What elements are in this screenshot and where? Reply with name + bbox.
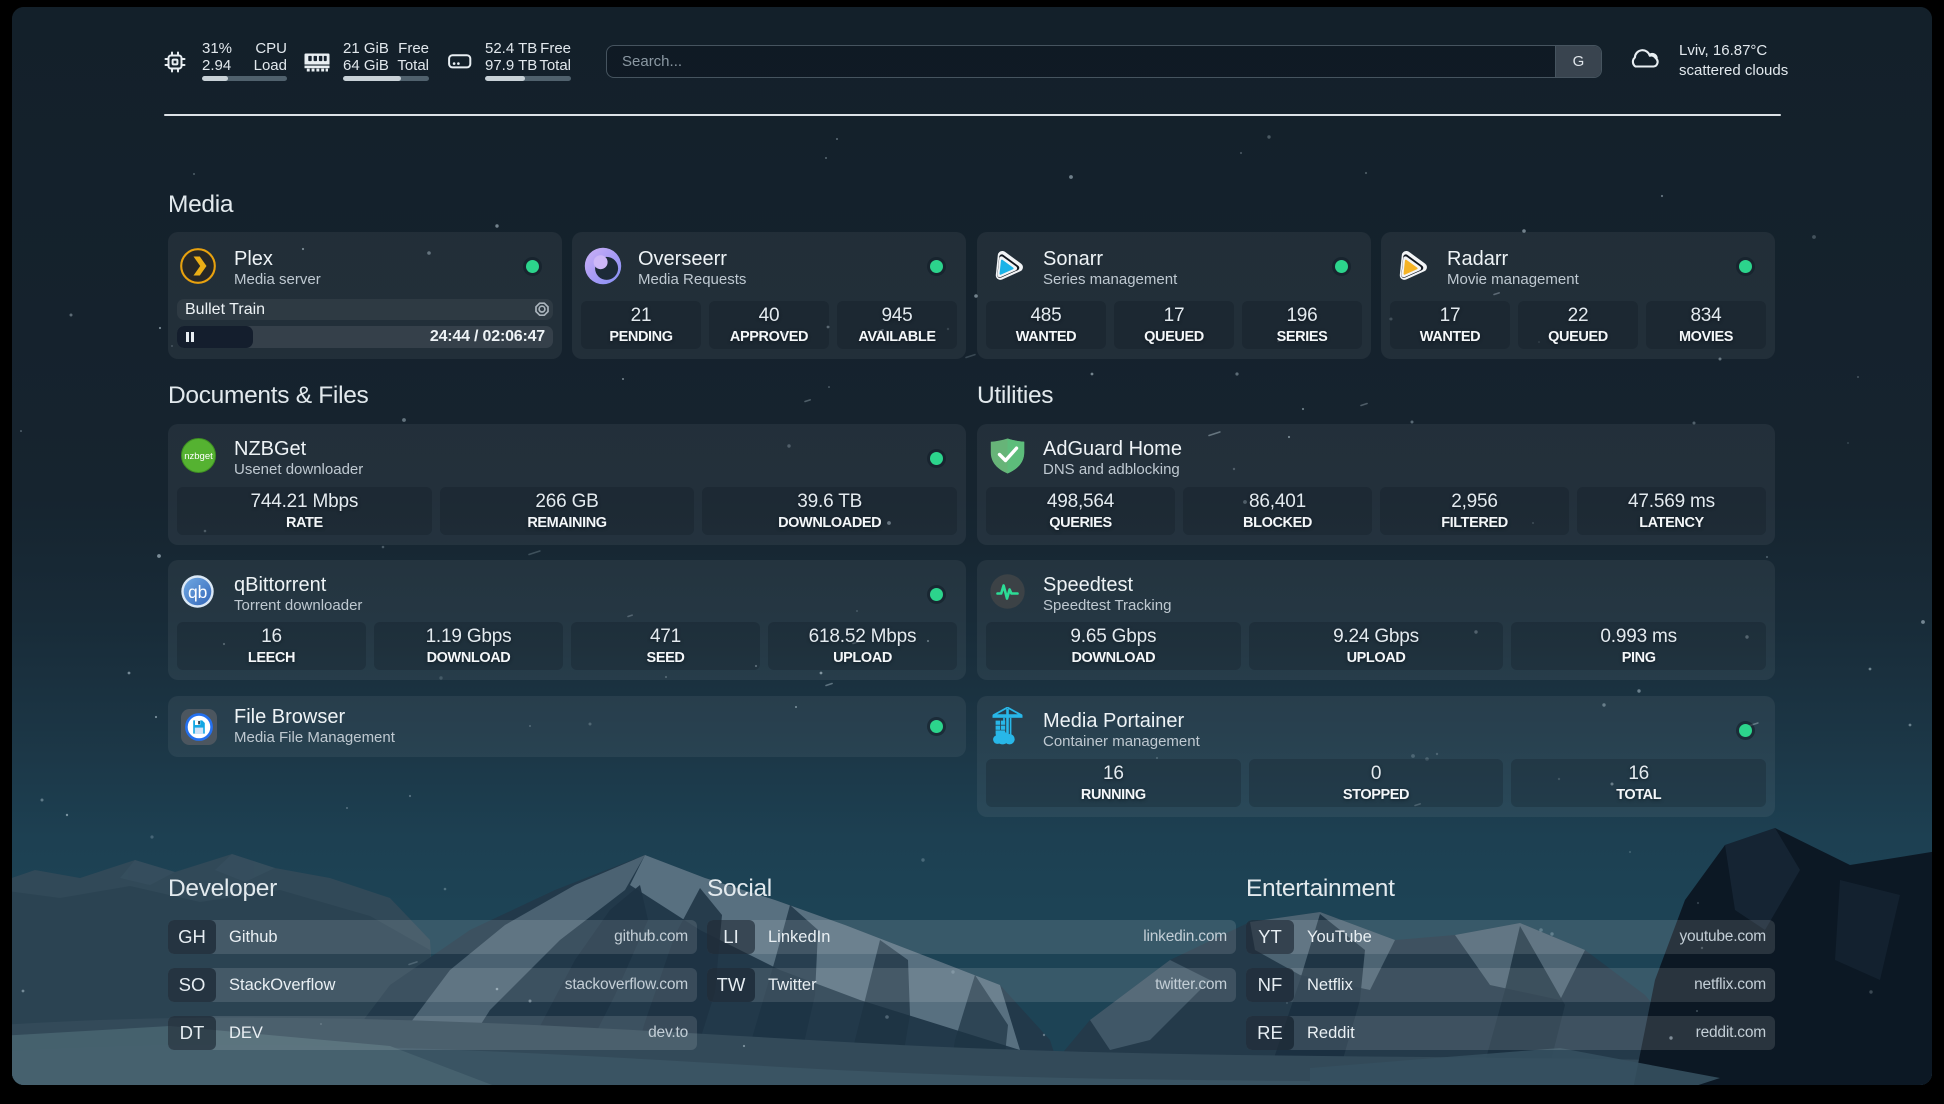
svg-text:qb: qb	[188, 582, 207, 602]
svg-text:nzbget: nzbget	[184, 451, 213, 462]
